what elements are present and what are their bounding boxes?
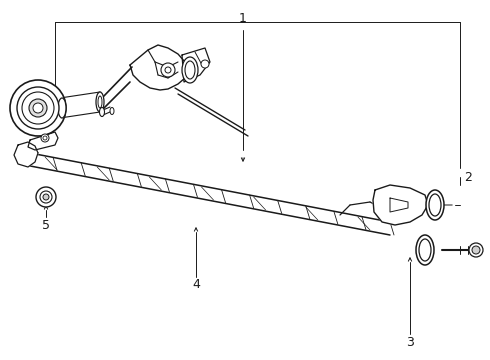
Circle shape	[40, 191, 52, 203]
Ellipse shape	[99, 108, 104, 117]
Circle shape	[41, 134, 49, 142]
Polygon shape	[182, 48, 210, 82]
Circle shape	[22, 92, 54, 124]
Circle shape	[10, 80, 66, 136]
Circle shape	[161, 63, 175, 77]
Text: 3: 3	[406, 336, 414, 348]
Ellipse shape	[96, 92, 104, 112]
Polygon shape	[130, 45, 188, 90]
Circle shape	[472, 246, 480, 254]
Polygon shape	[14, 142, 38, 167]
Ellipse shape	[182, 57, 198, 83]
Circle shape	[17, 87, 59, 129]
Ellipse shape	[58, 98, 66, 118]
Circle shape	[36, 187, 56, 207]
Circle shape	[469, 243, 483, 257]
Circle shape	[43, 194, 49, 200]
Text: 4: 4	[192, 279, 200, 292]
Polygon shape	[390, 198, 408, 212]
Ellipse shape	[426, 190, 444, 220]
Circle shape	[29, 99, 47, 117]
Text: 2: 2	[464, 171, 472, 184]
Circle shape	[33, 103, 43, 113]
Text: 1: 1	[239, 12, 247, 24]
Polygon shape	[373, 185, 428, 225]
Circle shape	[201, 60, 209, 68]
Ellipse shape	[416, 235, 434, 265]
Polygon shape	[28, 132, 58, 150]
Text: 5: 5	[42, 219, 50, 231]
